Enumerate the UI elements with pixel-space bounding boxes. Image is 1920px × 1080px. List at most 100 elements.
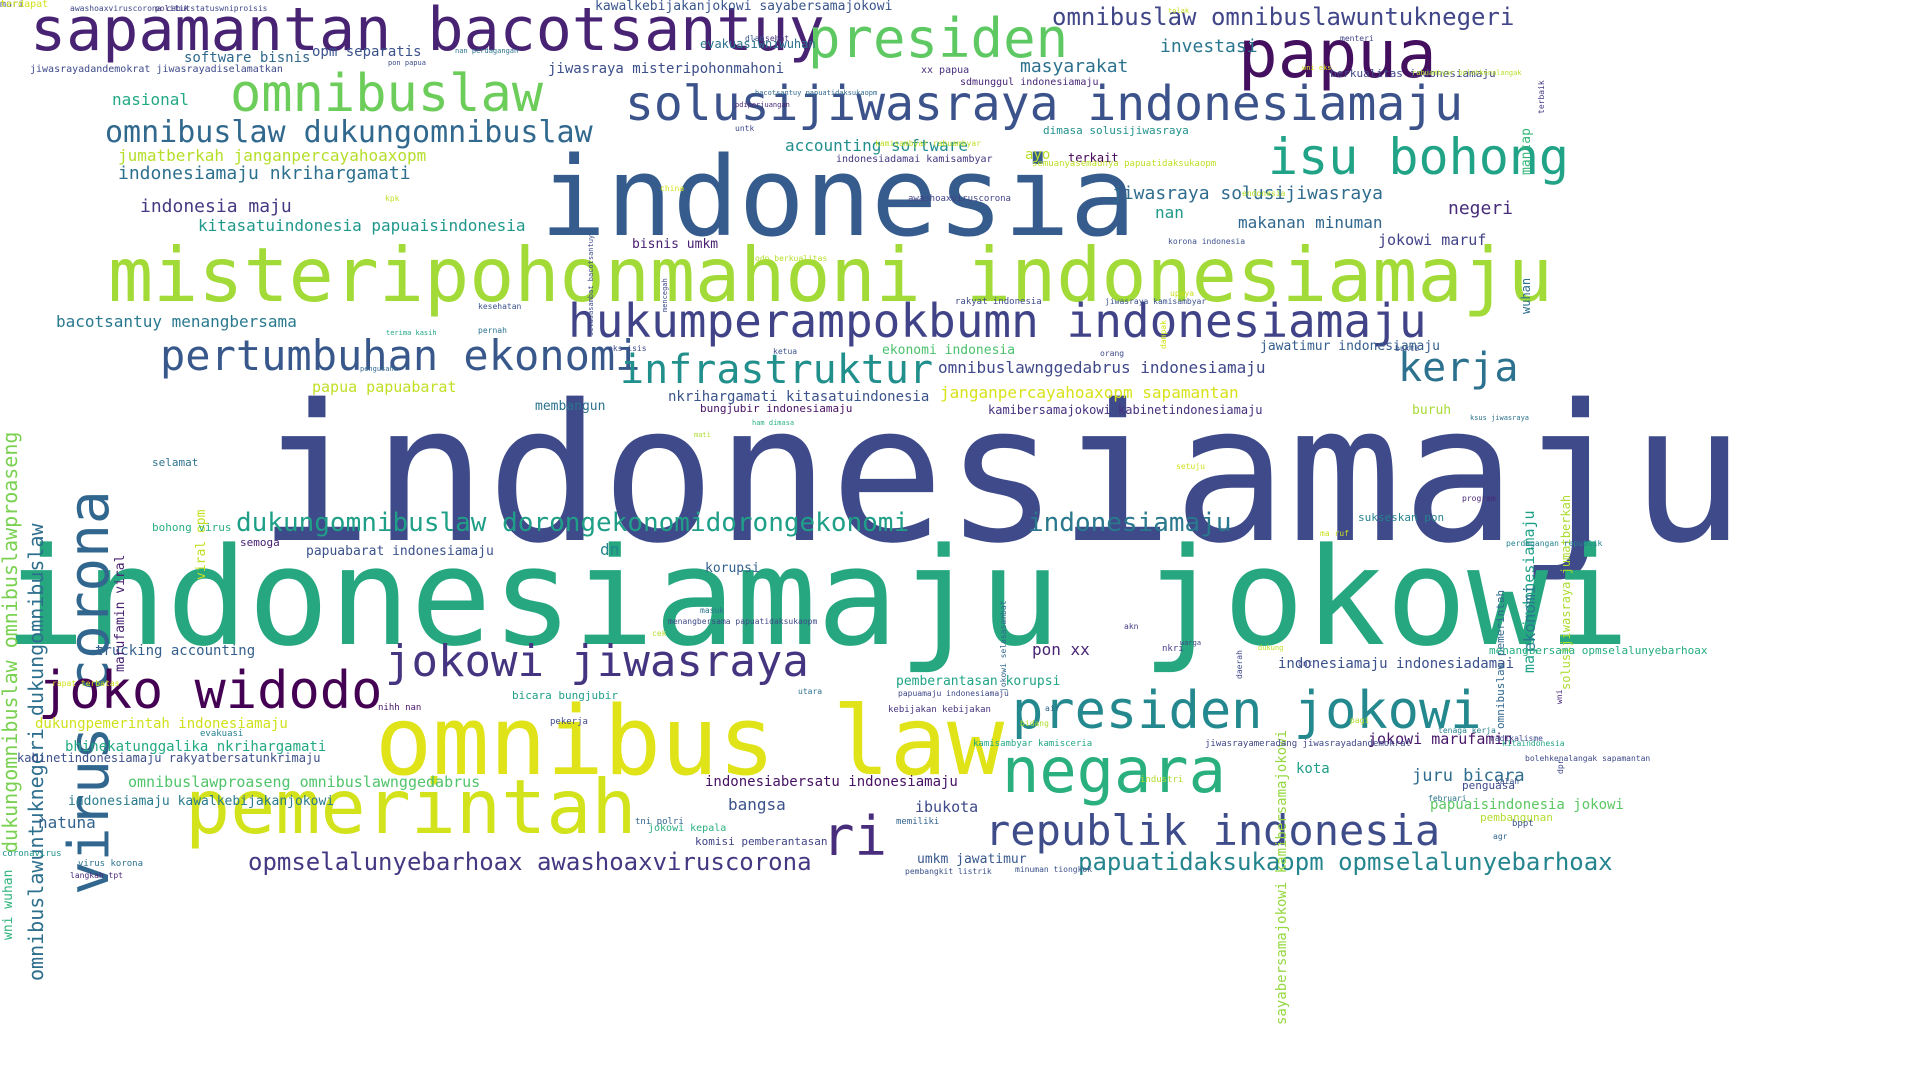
cloud-word: marufamin viral <box>113 554 128 672</box>
cloud-word: terdapat <box>0 0 49 10</box>
cloud-word: agr <box>1493 832 1508 841</box>
cloud-word: dukungomnibuslaw dorongekonomidorongekon… <box>236 508 910 538</box>
cloud-word: infrastruktur <box>620 347 934 393</box>
cloud-word: rapat terbatas <box>52 679 120 688</box>
cloud-word: negeri <box>1448 198 1514 219</box>
cloud-word: nkri <box>1162 644 1184 654</box>
cloud-word: papuatidaksukaopm opmselalunyebarhoax <box>1078 848 1613 876</box>
cloud-word: dimasa solusijiwasraya <box>1043 124 1189 137</box>
cloud-word: selasasambat bacotsantuy <box>587 234 595 336</box>
cloud-word: evakuasiwniwuhan <box>700 37 816 51</box>
cloud-word: opm separatis <box>312 44 422 60</box>
cloud-word: pemberantasan korupsi <box>896 674 1061 689</box>
cloud-word: wuhan <box>1519 277 1533 314</box>
cloud-word: cek <box>652 629 667 638</box>
cloud-word: terima kasih <box>386 329 437 337</box>
cloud-word: xx papua <box>921 65 970 76</box>
cloud-word: memiliki <box>896 817 940 827</box>
cloud-word: mati <box>694 431 711 439</box>
cloud-word: bolehkenalangak sapamantan <box>1525 754 1651 763</box>
cloud-word: perdagangan republik <box>1506 539 1603 548</box>
cloud-word: jiwasraya solusijiwasraya <box>1112 183 1383 204</box>
cloud-word: ma ruf <box>1320 529 1349 538</box>
cloud-word: bukti <box>1395 344 1420 353</box>
cloud-word: papua <box>1238 16 1437 93</box>
cloud-word: daerah <box>1235 650 1244 679</box>
cloud-word: rabuambyar bolehkenalangak <box>1412 69 1522 77</box>
cloud-word: mantap <box>1519 128 1534 175</box>
cloud-word: semoga <box>240 536 280 549</box>
cloud-word: bidang <box>1020 719 1049 728</box>
cloud-word: pengusaha <box>360 365 398 373</box>
cloud-word: isu bohong <box>1268 128 1570 186</box>
cloud-word: jokowi kepala <box>648 823 727 834</box>
cloud-word: jiwasrayameradang jiwasrayadandemokrat <box>1205 739 1411 749</box>
cloud-word: omnibuslaw omnibuslawuntuknegeri <box>1052 3 1515 31</box>
cloud-word: sukseskan pon <box>1358 511 1445 524</box>
cloud-word: nihh nan <box>378 703 422 713</box>
cloud-word: indonesiabersatu indonesiamaju <box>705 774 958 790</box>
cloud-word: program <box>1462 494 1496 503</box>
cloud-word: pertumbuhan ekonomi <box>160 331 641 380</box>
cloud-word: pernah <box>478 326 507 335</box>
cloud-word: nan <box>1155 203 1184 222</box>
cloud-word: ham dimasa <box>752 419 795 427</box>
cloud-word: air <box>1045 704 1060 713</box>
cloud-word: endonesia <box>1242 189 1286 198</box>
cloud-word: opmselalunyebarhoax awashoaxviruscorona <box>248 848 812 876</box>
cloud-word: tolak <box>1168 7 1190 15</box>
cloud-word: jiwasraya misteripohonmahoni <box>548 61 785 77</box>
cloud-word: presiden jokowi <box>1012 681 1482 741</box>
cloud-word: akn <box>1124 622 1139 631</box>
cloud-word: kitaindonesia <box>1502 739 1565 748</box>
cloud-word: jiwasrayadandemokrat jiwasrayadiselamatk… <box>30 64 283 75</box>
cloud-word: dukungomnibuslaw omnibuslawproaseng <box>0 431 22 853</box>
cloud-word: eks isis <box>608 344 647 353</box>
cloud-word: joko widodo <box>38 661 383 721</box>
cloud-word: utara <box>798 687 823 696</box>
cloud-word: indonesiadamai kamisambyar <box>836 154 993 165</box>
cloud-word: pon papua <box>388 59 426 67</box>
cloud-word: setuju <box>1176 462 1205 471</box>
cloud-word: februari <box>1428 794 1467 803</box>
cloud-word: omnibus law <box>375 687 1005 797</box>
cloud-word: ekonomi indonesia <box>882 343 1016 358</box>
cloud-word: bacotsantuy menangbersama <box>56 312 297 331</box>
cloud-word: hukumperampokbumn indonesiamaju <box>568 294 1427 348</box>
cloud-word: dukung <box>1258 644 1284 652</box>
cloud-word: dukungpemerintah indonesiamaju <box>35 716 288 732</box>
cloud-word: jiwasraya kamisambyar <box>1105 297 1207 306</box>
cloud-word: software bisnis <box>184 50 311 66</box>
cloud-word: negara <box>1002 734 1226 807</box>
cloud-word: indonesia maju <box>140 196 292 217</box>
cloud-word: republik indonesia <box>985 806 1441 855</box>
cloud-word: papuabarat indonesiamaju <box>306 544 494 559</box>
cloud-word: orang <box>1100 349 1125 358</box>
cloud-word: kabinetindonesiamaju rakyatbersatunkrima… <box>17 751 321 765</box>
cloud-word: papuaisindonesia jokowi <box>1430 797 1624 813</box>
cloud-word: kamibersamajokowi kabinetindonesiamaju <box>988 403 1263 417</box>
cloud-word: wni eks <box>1302 64 1332 72</box>
cloud-word: indonesiamaju indonesiadamai <box>1278 656 1515 672</box>
cloud-word: mari <box>0 0 25 10</box>
cloud-word: kota <box>1296 761 1330 777</box>
cloud-word: sayabersamajokowi kamibersamajokowi <box>1274 729 1290 1025</box>
cloud-word: coronavirus <box>2 849 62 859</box>
cloud-word: indonesiamaju <box>258 364 1746 585</box>
cloud-word: tenaga kerja <box>1438 726 1496 735</box>
cloud-word: evakuasi <box>200 729 244 739</box>
cloud-word: omnibuslaw <box>230 64 544 124</box>
cloud-word: janganpercayahoaxopm sapamantan <box>940 383 1239 402</box>
cloud-word: wni wuhan <box>1 869 16 940</box>
cloud-word: makanan minuman <box>1238 213 1383 232</box>
cloud-word: pembangunan <box>1480 811 1553 824</box>
cloud-word: ayo <box>1025 147 1051 163</box>
cloud-word: indonesiamaju nkrihargamati <box>118 163 411 184</box>
cloud-word: odn berkualitas <box>755 254 828 263</box>
cloud-word: pemerintah <box>185 763 637 851</box>
cloud-word: indonesia <box>540 133 1137 261</box>
cloud-word: kawalkebijakanjokowi sayabersamajokowi <box>595 0 893 14</box>
cloud-word: pekerja <box>550 717 588 727</box>
cloud-word: awashoaxviruscorona cabutstatuswniproisi… <box>70 4 268 13</box>
cloud-word: omnibuslaw pemerintah <box>1494 589 1507 729</box>
